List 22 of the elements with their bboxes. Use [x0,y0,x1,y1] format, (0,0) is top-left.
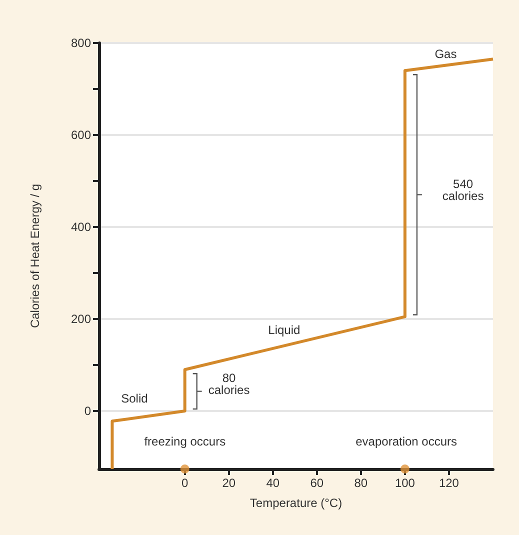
x-tick-label: 60 [310,476,324,490]
x-tick-label: 80 [354,476,368,490]
annotation: freezing occurs [144,434,226,448]
y-tick-label: 400 [70,220,92,234]
y-axis-title: Calories of Heat Energy / g [28,184,42,328]
annotation: evaporation occurs [356,434,458,448]
x-tick-label: 20 [222,476,236,490]
annotation: Solid [121,392,148,406]
x-axis-title: Temperature (°C) [250,496,342,510]
x-tick-label: 40 [266,476,280,490]
line-series [110,58,494,470]
y-tick-label: 800 [70,36,92,50]
x-tick-label: 120 [438,476,460,490]
y-tick-label: 600 [70,128,92,142]
y-tick-label: 0 [84,404,92,418]
annotation: Liquid [268,323,300,338]
x-tick-label: 100 [394,476,416,490]
annotation: 540 calories [442,176,484,203]
y-tick-label: 200 [70,312,92,326]
annotation: Gas [434,47,457,62]
x-tick-label: 0 [182,476,188,490]
annotation: 80 calories [208,370,250,397]
